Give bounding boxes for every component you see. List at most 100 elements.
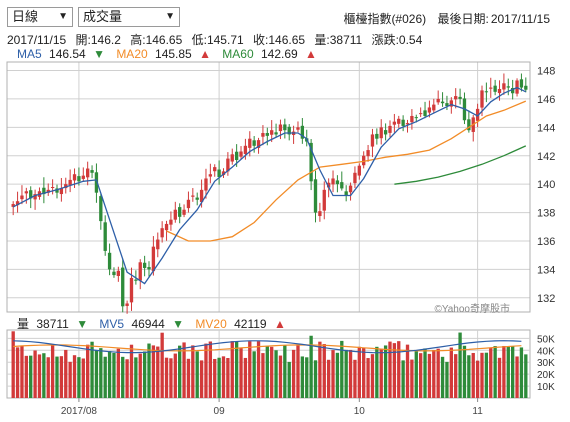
volume-bar xyxy=(493,346,497,398)
candle-body xyxy=(353,172,357,184)
volume-bar xyxy=(475,360,480,398)
volume-bar xyxy=(497,357,502,398)
volume-bar xyxy=(248,341,252,398)
volume-bar xyxy=(50,344,55,398)
volume-bar xyxy=(42,353,46,398)
candle-body xyxy=(270,130,274,135)
volume-bar xyxy=(99,348,103,398)
candle-body xyxy=(467,119,471,131)
price-tick-label: 134 xyxy=(537,264,555,276)
volume-bar xyxy=(418,353,423,398)
candle-body xyxy=(230,154,234,162)
candle-body xyxy=(392,121,397,125)
candle-body xyxy=(15,201,20,206)
candle-body xyxy=(99,196,103,222)
volume-bar xyxy=(511,346,515,398)
volume-bar xyxy=(112,352,116,398)
volume-tick-label: 50K xyxy=(537,334,555,345)
volume-bar xyxy=(20,345,24,398)
volume-bar xyxy=(186,358,191,398)
ma60-line xyxy=(394,145,527,185)
candle-body xyxy=(178,207,182,217)
volume-bar xyxy=(265,345,269,398)
candle-body xyxy=(484,91,489,93)
candle-body xyxy=(370,134,375,147)
volume-tick-label: 10K xyxy=(537,382,555,393)
candle-body xyxy=(138,262,142,281)
last-date-label: 最後日期: xyxy=(437,12,489,26)
ma-legend: MA5 146.54 ▼ MA20 145.85 ▲ MA60 142.69 ▲ xyxy=(17,47,325,61)
volume-bar xyxy=(445,361,449,398)
candle-body xyxy=(243,145,248,154)
candle-body xyxy=(42,187,46,195)
candle-body xyxy=(449,100,453,107)
candle-body xyxy=(436,98,440,103)
volume-bar xyxy=(300,356,305,398)
volume-bar xyxy=(204,343,208,398)
volume-bar xyxy=(156,346,160,398)
chevron-down-icon: ▼ xyxy=(58,11,68,22)
volume-bar xyxy=(287,361,291,398)
volume-legend-item: 量 38711 ▼ xyxy=(17,317,89,331)
price-tick-label: 144 xyxy=(537,122,555,134)
volume-bar xyxy=(326,359,331,398)
volume-legend: 量 38711 ▼ MV5 46944 ▼ MV20 42119 ▲ xyxy=(17,315,294,332)
candle-body xyxy=(493,85,497,92)
candle-body xyxy=(234,151,239,161)
volume-bar xyxy=(375,346,379,398)
volume-bar xyxy=(90,341,94,398)
candle-body xyxy=(173,209,177,220)
candle-body xyxy=(414,117,418,119)
candle-body xyxy=(94,172,99,193)
ma20-line xyxy=(166,100,527,242)
volume-bar xyxy=(37,354,42,398)
candle-body xyxy=(90,170,94,173)
volume-bar xyxy=(397,341,401,398)
candle-body xyxy=(204,178,208,191)
volume-bar xyxy=(348,349,353,398)
volume-bar xyxy=(173,353,177,398)
candle-body xyxy=(340,182,344,189)
candle-body xyxy=(502,83,506,90)
candle-body xyxy=(221,171,226,176)
price-tick-label: 142 xyxy=(537,151,555,163)
indicator-select[interactable]: 成交量 ▼ xyxy=(78,7,180,27)
candle-body xyxy=(283,124,287,131)
volume-bar xyxy=(107,351,112,398)
volume-bar xyxy=(278,355,283,398)
x-tick-label: 2017/08 xyxy=(61,406,98,417)
volume-bar xyxy=(366,358,370,398)
volume-bar xyxy=(243,357,248,398)
chevron-down-icon: ▼ xyxy=(165,11,175,22)
volume-bar xyxy=(274,350,278,398)
candle-body xyxy=(524,85,528,90)
volume-bar xyxy=(362,347,366,398)
period-select[interactable]: 日線 ▼ xyxy=(7,7,73,27)
volume-bar xyxy=(234,341,239,398)
candle-body xyxy=(379,127,383,139)
price-tick-label: 136 xyxy=(537,236,555,248)
info-date: 2017/11/15 xyxy=(7,33,67,47)
volume-bar xyxy=(414,351,418,398)
volume-bar xyxy=(270,346,274,398)
volume-bar xyxy=(471,352,475,398)
candle-body xyxy=(213,167,217,172)
price-tick-label: 148 xyxy=(537,66,555,78)
indicator-select-value: 成交量 xyxy=(83,9,123,24)
candle-body xyxy=(344,191,348,196)
volume-bar xyxy=(77,357,81,398)
candle-body xyxy=(348,185,353,193)
mv20-legend: MV20 42119 ▲ xyxy=(195,317,286,331)
candle-body xyxy=(274,132,278,135)
candle-body xyxy=(506,86,510,88)
volume-bar xyxy=(103,356,107,398)
volume-bar xyxy=(125,359,129,398)
volume-bar xyxy=(340,340,344,398)
volume-bar xyxy=(489,347,493,398)
candle-body xyxy=(134,279,138,281)
candle-body xyxy=(313,179,318,213)
volume-bar xyxy=(252,351,256,398)
volume-bar xyxy=(379,348,383,398)
candle-body xyxy=(497,88,502,94)
